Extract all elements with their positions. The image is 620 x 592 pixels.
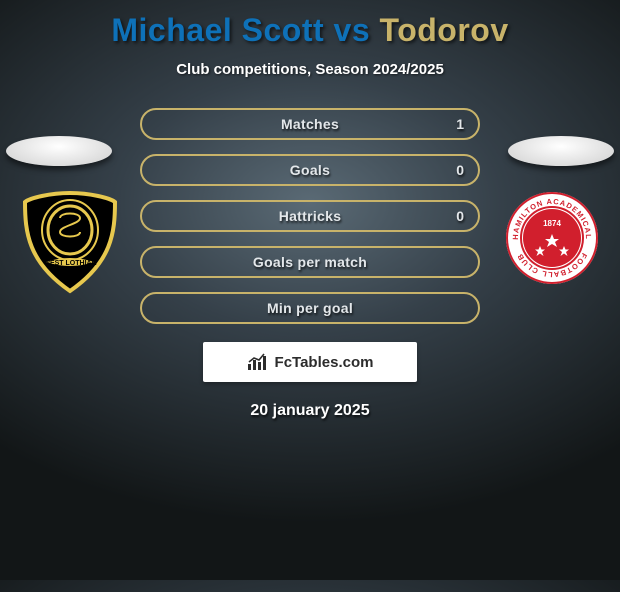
player2-name: Todorov [380,12,509,48]
club-badge-right: HAMILTON ACADEMICAL FOOTBALL CLUB 1874 [504,190,600,286]
stat-right-value: 1 [456,116,464,132]
stat-row-min-per-goal: Min per goal [140,292,480,324]
stat-row-hattricks: Hattricks 0 [140,200,480,232]
subtitle: Club competitions, Season 2024/2025 [0,61,620,78]
stat-label: Matches [281,116,339,132]
club-badge-left: WEST LOTHIAN [20,190,120,294]
stat-row-goals-per-match: Goals per match [140,246,480,278]
stat-label: Min per goal [267,300,353,316]
date-text: 20 january 2025 [0,402,620,420]
bars-icon [247,353,269,371]
stats-table: Matches 1 Goals 0 Hattricks 0 Goals per … [140,108,480,324]
svg-text:WEST LOTHIAN: WEST LOTHIAN [43,260,96,267]
player1-name: Michael Scott [111,12,324,48]
player1-avatar-placeholder [6,136,112,166]
stat-right-value: 0 [456,208,464,224]
attribution-badge[interactable]: FcTables.com [203,342,417,382]
player2-avatar-placeholder [508,136,614,166]
stat-label: Goals per match [253,254,367,270]
stat-right-value: 0 [456,162,464,178]
stat-row-matches: Matches 1 [140,108,480,140]
stat-label: Hattricks [279,208,342,224]
page-title: Michael Scott vs Todorov [0,12,620,49]
stat-label: Goals [290,162,330,178]
svg-text:1874: 1874 [543,219,561,228]
attribution-text: FcTables.com [275,354,374,371]
vs-text: vs [324,12,379,48]
stat-row-goals: Goals 0 [140,154,480,186]
